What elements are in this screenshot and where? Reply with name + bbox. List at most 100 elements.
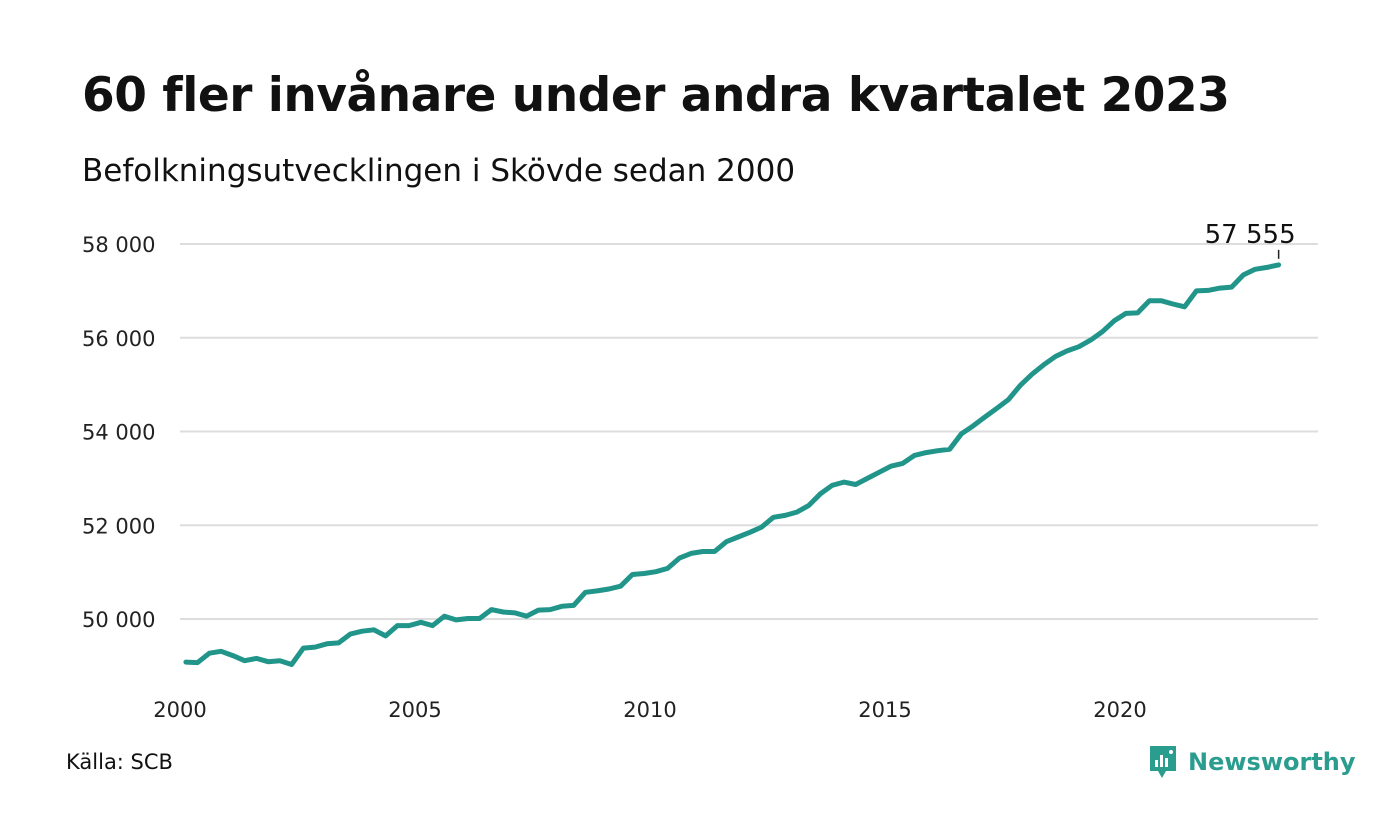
data-point xyxy=(1217,286,1222,291)
brand-name: Newsworthy xyxy=(1188,748,1356,776)
data-point xyxy=(1123,311,1128,316)
data-point xyxy=(1088,338,1093,343)
data-point xyxy=(465,616,470,621)
data-point xyxy=(959,431,964,436)
data-point xyxy=(430,623,435,628)
data-point xyxy=(477,616,482,621)
data-point xyxy=(501,610,506,615)
data-point xyxy=(818,491,823,496)
data-point xyxy=(853,482,858,487)
y-tick-label: 56 000 xyxy=(82,327,155,351)
data-point xyxy=(1264,265,1269,270)
data-point xyxy=(912,453,917,458)
data-point xyxy=(418,620,423,625)
data-point xyxy=(583,590,588,595)
data-point xyxy=(1253,267,1258,272)
data-point xyxy=(736,535,741,540)
last-value-label: 57 555 xyxy=(1205,220,1296,250)
data-point xyxy=(1147,298,1152,303)
annotations: 57 555 xyxy=(1205,220,1296,259)
data-point xyxy=(630,572,635,577)
data-point xyxy=(1053,354,1058,359)
data-point xyxy=(559,604,564,609)
data-point xyxy=(219,649,224,654)
series-layer xyxy=(183,262,1282,667)
data-point xyxy=(1029,372,1034,377)
data-point xyxy=(1006,397,1011,402)
data-point xyxy=(548,607,553,612)
data-point xyxy=(336,640,341,645)
chart-subtitle: Befolkningsutvecklingen i Skövde sedan 2… xyxy=(82,153,796,189)
data-point xyxy=(407,623,412,628)
data-point xyxy=(971,423,976,428)
y-axis-ticks: 50 000 52 000 54 000 56 000 58 000 xyxy=(82,233,155,632)
data-point xyxy=(324,641,329,646)
x-tick-label: 2015 xyxy=(858,698,911,722)
data-point xyxy=(195,660,200,665)
data-point xyxy=(783,513,788,518)
x-tick-label: 2000 xyxy=(153,698,206,722)
data-point xyxy=(1135,310,1140,315)
y-tick-label: 54 000 xyxy=(82,421,155,445)
data-point xyxy=(794,510,799,515)
data-point xyxy=(700,549,705,554)
data-point xyxy=(183,660,188,665)
data-point xyxy=(900,461,905,466)
data-point xyxy=(747,530,752,535)
data-point xyxy=(606,587,611,592)
data-point xyxy=(266,659,271,664)
source-note: Källa: SCB xyxy=(66,750,173,774)
data-point xyxy=(207,651,212,656)
data-point xyxy=(313,645,318,650)
data-point xyxy=(618,584,623,589)
data-point xyxy=(1276,262,1281,267)
data-point xyxy=(877,470,882,475)
y-tick-label: 52 000 xyxy=(82,514,155,538)
data-point xyxy=(642,571,647,576)
data-point xyxy=(935,448,940,453)
data-point xyxy=(1065,348,1070,353)
data-point xyxy=(395,623,400,628)
data-point xyxy=(277,658,282,663)
data-point xyxy=(512,610,517,615)
x-tick-label: 2020 xyxy=(1093,698,1146,722)
data-point xyxy=(254,656,259,661)
chart-title: 60 fler invånare under andra kvartalet 2… xyxy=(82,68,1230,123)
data-point xyxy=(982,415,987,420)
data-point xyxy=(1241,272,1246,277)
x-axis-ticks: 2000 2005 2010 2015 2020 xyxy=(153,698,1146,722)
data-point xyxy=(1041,362,1046,367)
data-point xyxy=(1159,298,1164,303)
gridlines xyxy=(180,243,1318,620)
data-point xyxy=(524,614,529,619)
data-point xyxy=(1229,285,1234,290)
data-point xyxy=(759,525,764,530)
data-point xyxy=(924,450,929,455)
data-point xyxy=(301,646,306,651)
data-point xyxy=(1112,318,1117,323)
data-point xyxy=(947,447,952,452)
data-point xyxy=(242,658,247,663)
data-point xyxy=(689,551,694,556)
y-tick-label: 50 000 xyxy=(82,608,155,632)
data-point xyxy=(383,633,388,638)
data-point xyxy=(1206,288,1211,293)
data-point xyxy=(571,603,576,608)
data-point xyxy=(348,632,353,637)
data-point xyxy=(489,607,494,612)
data-point xyxy=(1194,288,1199,293)
data-point xyxy=(888,464,893,469)
x-tick-label: 2005 xyxy=(388,698,441,722)
x-tick-label: 2010 xyxy=(623,698,676,722)
data-point xyxy=(677,556,682,561)
data-point xyxy=(289,662,294,667)
data-point xyxy=(371,627,376,632)
data-point xyxy=(1100,329,1105,334)
series-line-0 xyxy=(183,262,1282,667)
data-point xyxy=(665,566,670,571)
data-point xyxy=(830,483,835,488)
data-point xyxy=(230,653,235,658)
newsworthy-logo-icon xyxy=(1150,746,1176,778)
data-point xyxy=(536,608,541,613)
data-point xyxy=(724,539,729,544)
